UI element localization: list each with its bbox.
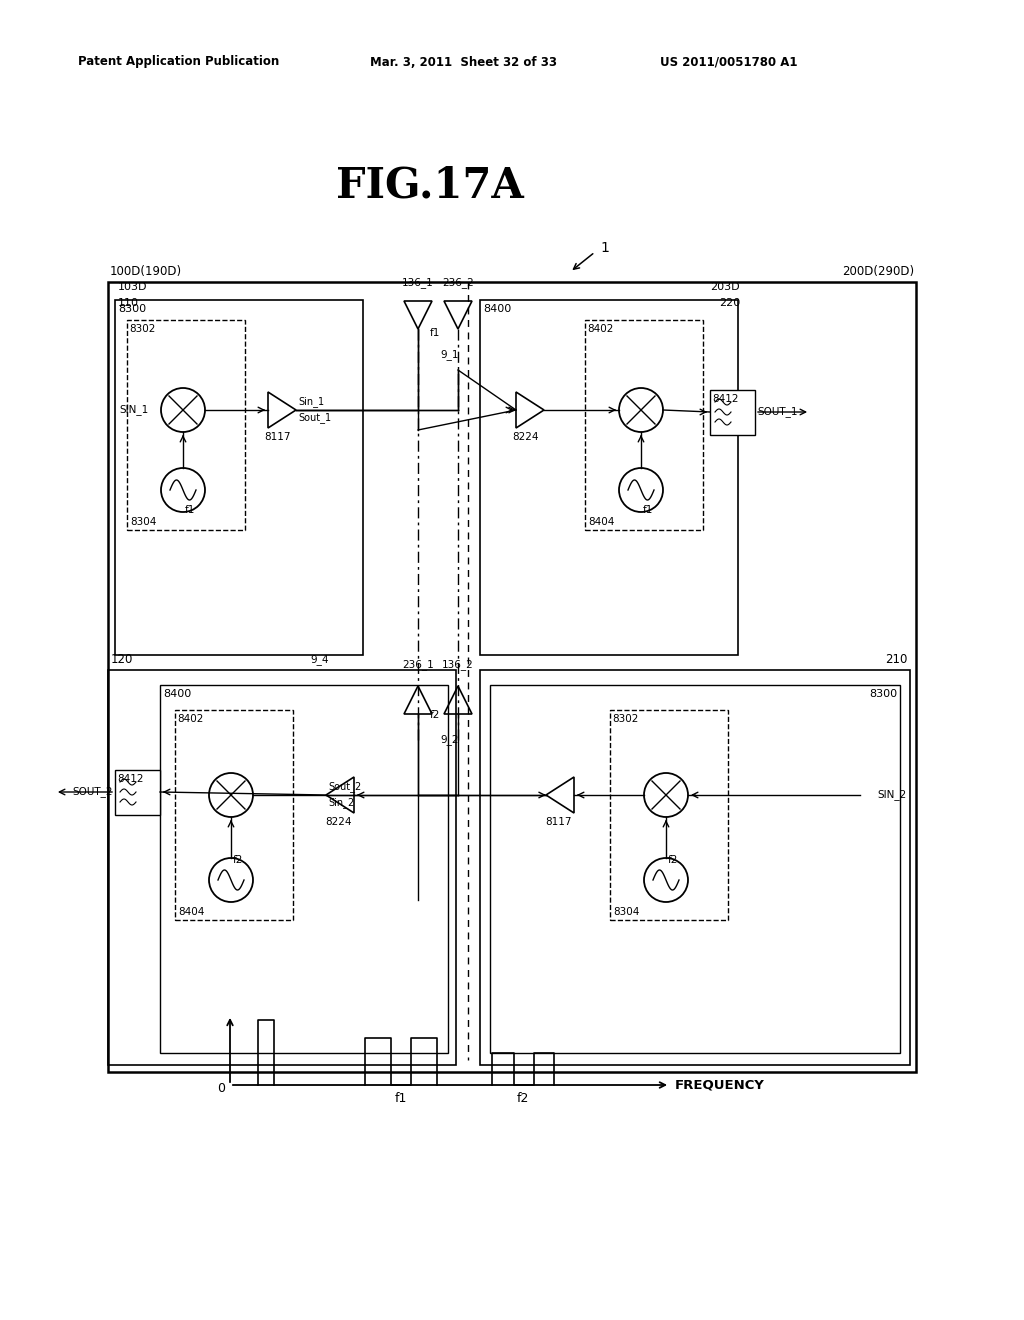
Text: 8402: 8402 bbox=[177, 714, 204, 723]
Text: 8412: 8412 bbox=[117, 774, 143, 784]
Text: Mar. 3, 2011  Sheet 32 of 33: Mar. 3, 2011 Sheet 32 of 33 bbox=[370, 55, 557, 69]
Text: FREQUENCY: FREQUENCY bbox=[675, 1078, 765, 1092]
Bar bbox=[610, 710, 728, 920]
Text: 110: 110 bbox=[118, 298, 139, 308]
Text: 8412: 8412 bbox=[712, 393, 738, 404]
Polygon shape bbox=[326, 777, 354, 813]
Text: 8304: 8304 bbox=[130, 517, 157, 527]
Text: US 2011/0051780 A1: US 2011/0051780 A1 bbox=[660, 55, 798, 69]
Text: SOUT_1: SOUT_1 bbox=[757, 407, 798, 417]
Text: Sout_1: Sout_1 bbox=[298, 413, 331, 424]
Text: 120: 120 bbox=[111, 653, 133, 667]
Text: 8224: 8224 bbox=[325, 817, 351, 828]
Text: 210: 210 bbox=[885, 653, 907, 667]
Text: FIG.17A: FIG.17A bbox=[336, 164, 524, 206]
Text: f1: f1 bbox=[430, 327, 440, 338]
Text: f2: f2 bbox=[430, 710, 440, 719]
Text: SIN_1: SIN_1 bbox=[119, 404, 148, 416]
Bar bbox=[160, 685, 449, 1053]
Text: Sin_1: Sin_1 bbox=[298, 396, 325, 408]
Text: 236_2: 236_2 bbox=[442, 277, 474, 288]
Text: 8117: 8117 bbox=[264, 432, 291, 442]
Text: Sin_2: Sin_2 bbox=[328, 797, 354, 808]
Text: 8302: 8302 bbox=[129, 323, 156, 334]
Text: 203D: 203D bbox=[711, 282, 740, 292]
Bar bbox=[480, 300, 738, 655]
Bar bbox=[490, 685, 900, 1053]
Polygon shape bbox=[268, 392, 296, 428]
Bar bbox=[115, 770, 160, 814]
Text: 8400: 8400 bbox=[483, 304, 511, 314]
Text: 1: 1 bbox=[600, 242, 609, 255]
Text: 8304: 8304 bbox=[613, 907, 639, 917]
Text: SIN_2: SIN_2 bbox=[878, 789, 907, 800]
Text: 9_1: 9_1 bbox=[440, 350, 459, 360]
Bar bbox=[115, 300, 362, 655]
Bar bbox=[108, 671, 456, 1065]
Text: 8404: 8404 bbox=[178, 907, 205, 917]
Text: 8402: 8402 bbox=[587, 323, 613, 334]
Text: 8224: 8224 bbox=[512, 432, 539, 442]
Text: 9_4: 9_4 bbox=[310, 655, 329, 665]
Text: 100D(190D): 100D(190D) bbox=[110, 265, 182, 279]
Text: 136_2: 136_2 bbox=[442, 659, 474, 671]
Polygon shape bbox=[516, 392, 544, 428]
Bar bbox=[710, 389, 755, 436]
Polygon shape bbox=[404, 301, 432, 329]
Text: 103D: 103D bbox=[118, 282, 147, 292]
Text: 200D(290D): 200D(290D) bbox=[842, 265, 914, 279]
Text: f1: f1 bbox=[185, 506, 196, 515]
Text: f1: f1 bbox=[643, 506, 653, 515]
Bar bbox=[585, 319, 703, 531]
Text: SOUT_2: SOUT_2 bbox=[73, 787, 113, 797]
Text: Sout_2: Sout_2 bbox=[328, 781, 361, 792]
Text: f2: f2 bbox=[233, 855, 244, 865]
Text: 8302: 8302 bbox=[612, 714, 638, 723]
Bar bbox=[127, 319, 245, 531]
Polygon shape bbox=[546, 777, 574, 813]
Polygon shape bbox=[444, 301, 472, 329]
Text: f2: f2 bbox=[517, 1092, 529, 1105]
Bar bbox=[175, 710, 293, 920]
Bar bbox=[480, 671, 910, 1065]
Text: 8300: 8300 bbox=[869, 689, 897, 700]
Text: f2: f2 bbox=[668, 855, 678, 865]
Text: 8404: 8404 bbox=[588, 517, 614, 527]
Text: f1: f1 bbox=[395, 1092, 408, 1105]
Text: 220: 220 bbox=[719, 298, 740, 308]
Text: Patent Application Publication: Patent Application Publication bbox=[78, 55, 280, 69]
Text: 236_1: 236_1 bbox=[402, 659, 434, 671]
Text: 8117: 8117 bbox=[545, 817, 571, 828]
Polygon shape bbox=[404, 686, 432, 714]
Text: 136_1: 136_1 bbox=[402, 277, 434, 288]
Bar bbox=[108, 282, 916, 1072]
Polygon shape bbox=[444, 686, 472, 714]
Text: 0: 0 bbox=[217, 1082, 225, 1096]
Text: 8400: 8400 bbox=[163, 689, 191, 700]
Text: 9_2: 9_2 bbox=[440, 734, 459, 746]
Text: 8300: 8300 bbox=[118, 304, 146, 314]
